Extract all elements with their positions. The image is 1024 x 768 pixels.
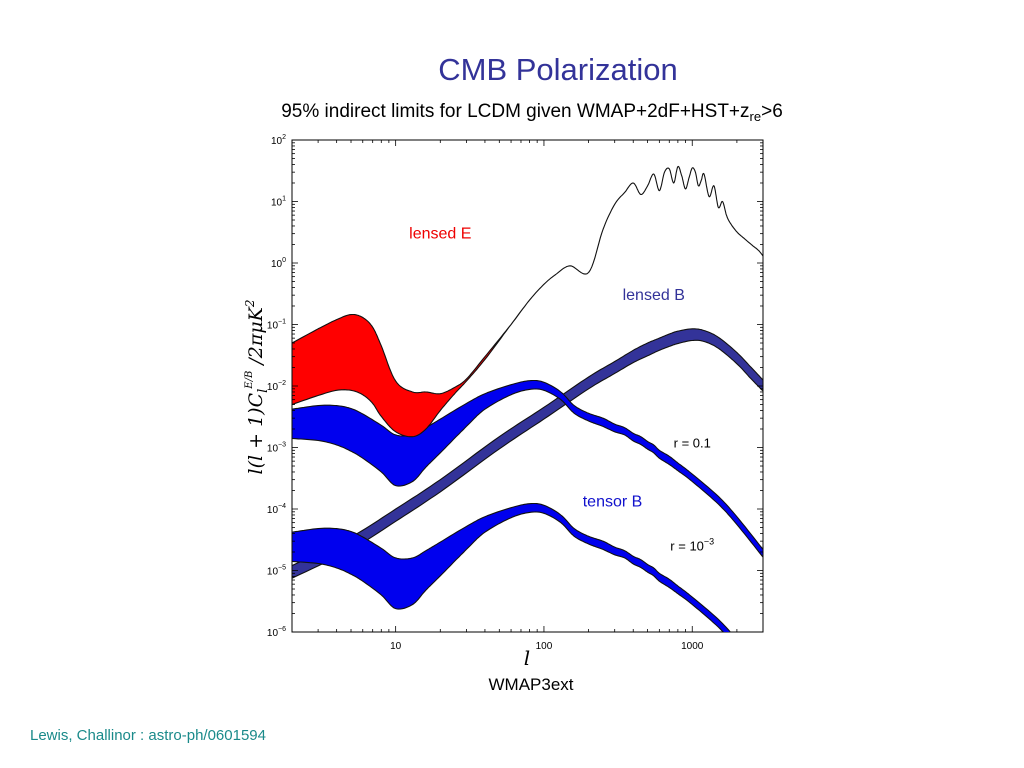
y-tick-label: 10−4	[267, 503, 286, 516]
subtitle-main: 95% indirect limits for LCDM given WMAP+…	[281, 101, 750, 122]
x-tick-label: 10	[390, 641, 402, 652]
figure-caption: WMAP3ext	[488, 675, 574, 694]
annotation-lensed-e: lensed E	[409, 226, 471, 243]
subtitle-subscript: re	[749, 109, 762, 124]
axis-ticks: 10 100 1000 10−6 10−5 10−4 10−3 10−2 10−1 100 101 1…	[267, 134, 764, 652]
annotation-r-0-1: r = 0.1	[674, 436, 711, 451]
y-tick-label: 10−6	[267, 626, 286, 639]
credit-citation: Lewis, Challinor : astro-ph/0601594	[30, 727, 266, 744]
band-tensor-b-r1e-3	[292, 502, 732, 632]
subtitle-tail: >6	[761, 101, 783, 122]
y-tick-label: 100	[271, 257, 286, 270]
x-axis-label: l	[524, 646, 530, 670]
y-tick-label: 10−2	[267, 380, 286, 393]
slide-subtitle: 95% indirect limits for LCDM given WMAP+…	[0, 101, 1024, 124]
chart-annotations: lensed E lensed B tensor B r = 0.1 r = 10−3	[409, 226, 714, 554]
y-tick-label: 10−1	[267, 319, 286, 332]
slide-title: CMB Polarization	[438, 52, 678, 87]
y-tick-label: 102	[271, 134, 286, 147]
x-tick-label: 100	[536, 641, 553, 652]
annotation-r-1e-3: r = 10−3	[670, 537, 714, 554]
annotation-lensed-b: lensed B	[623, 287, 685, 304]
y-tick-label: 101	[271, 196, 286, 209]
y-tick-label: 10−5	[267, 565, 286, 578]
annotation-tensor-b: tensor B	[583, 493, 643, 510]
x-tick-label: 1000	[681, 641, 704, 652]
band-lensed-e	[292, 165, 763, 438]
y-tick-label: 10−3	[267, 442, 286, 455]
band-tensor-b-r0-1	[292, 379, 763, 558]
chart-bands	[292, 165, 763, 632]
